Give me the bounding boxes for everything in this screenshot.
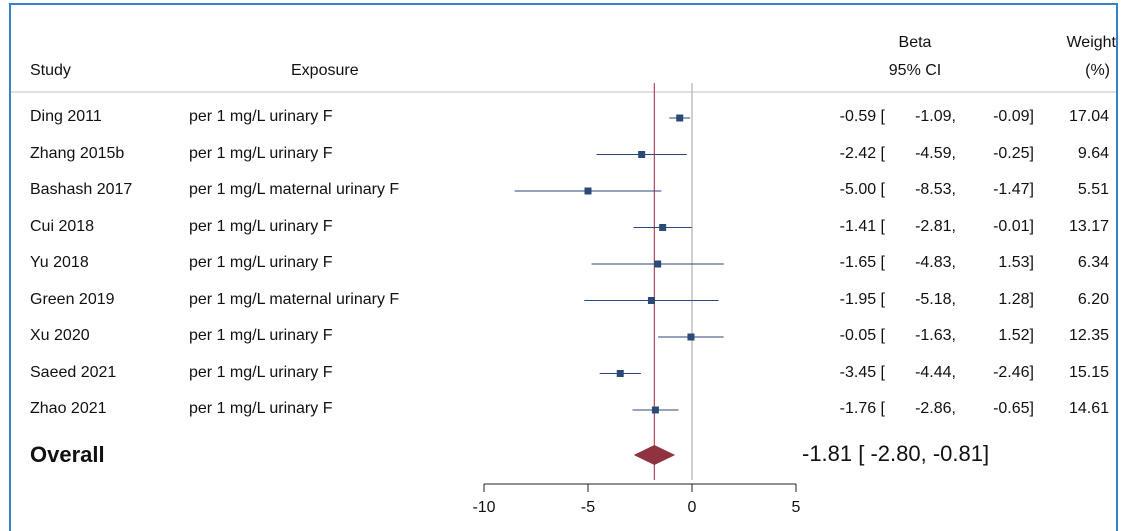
ci-upper: -0.09] [993,108,1034,125]
exposure-label: per 1 mg/L urinary F [189,254,333,271]
study-name: Zhang 2015b [30,144,125,162]
weight-value: 9.64 [1077,144,1109,162]
weight-value: 15.15 [1068,363,1109,381]
point-estimate-marker [676,114,684,122]
study-name: Zhao 2021 [30,400,107,417]
point-estimate-marker [616,370,624,377]
exposure-label: per 1 mg/L urinary F [189,363,333,381]
weight-value: 17.04 [1068,108,1109,125]
ci-upper: 1.53] [998,254,1034,271]
header-ci: 95% CI [888,62,942,79]
weight-value: 6.20 [1077,290,1109,308]
beta-value: -1.76 [ [839,400,885,417]
study-name: Saeed 2021 [30,363,117,381]
ci-lower: -8.53, [915,181,956,198]
exposure-label: per 1 mg/L urinary F [189,108,333,125]
weight-value: 6.34 [1077,254,1109,271]
beta-value: -2.42 [ [839,144,885,162]
point-estimate-marker [654,260,662,268]
ci-upper: -0.25] [993,144,1034,162]
exposure-label: per 1 mg/L maternal urinary F [189,181,400,198]
beta-value: -1.41 [ [839,217,885,235]
point-estimate-marker [647,297,655,304]
ci-upper: 1.28] [998,290,1034,308]
overall-label: Overall [30,442,105,467]
header-weight-unit: (%) [1085,62,1110,79]
study-name: Yu 2018 [30,254,89,271]
exposure-label: per 1 mg/L urinary F [189,144,333,162]
weight-value: 5.51 [1077,181,1109,198]
ci-lower: -2.86, [915,400,956,417]
study-name: Xu 2020 [30,327,90,344]
ci-lower: -2.81, [915,217,956,235]
ci-upper: -2.46] [993,363,1034,381]
point-estimate-marker [584,187,592,195]
header-exposure: Exposure [291,62,359,79]
header-weight: Weight [1066,34,1116,51]
study-name: Bashash 2017 [30,181,133,198]
ci-upper: -1.47] [993,181,1034,198]
point-estimate-marker [659,224,667,231]
exposure-label: per 1 mg/L urinary F [189,327,333,344]
beta-value: -5.00 [ [839,181,885,198]
ci-upper: -0.65] [993,400,1034,417]
ci-lower: -4.44, [915,363,956,381]
overall-diamond [633,445,676,465]
weight-value: 12.35 [1068,327,1109,344]
header-beta: Beta [898,34,932,51]
overall-ci-text: -1.81 [ -2.80, -0.81] [802,441,990,466]
beta-value: -3.45 [ [839,363,885,381]
study-name: Green 2019 [30,290,115,308]
ci-lower: -5.18, [915,290,956,308]
point-estimate-marker [687,333,695,341]
chart-frame [9,3,1118,531]
beta-value: -1.65 [ [839,254,885,271]
ci-lower: -1.09, [915,108,956,125]
exposure-label: per 1 mg/L urinary F [189,217,333,235]
study-name: Ding 2011 [30,108,102,125]
weight-value: 14.61 [1068,400,1109,417]
ci-lower: -4.59, [915,144,956,162]
point-estimate-marker [651,406,659,414]
x-tick-label: 0 [688,499,697,516]
x-tick-label: -5 [581,499,595,516]
exposure-label: per 1 mg/L maternal urinary F [189,290,400,308]
weight-value: 13.17 [1068,217,1109,235]
point-estimate-marker [638,151,646,158]
ci-lower: -1.63, [915,327,956,344]
x-tick-label: 5 [792,499,801,516]
ci-upper: -0.01] [993,217,1034,235]
header-study: Study [30,62,71,79]
beta-value: -0.59 [ [839,108,885,125]
exposure-label: per 1 mg/L urinary F [189,400,333,417]
x-tick-label: -10 [472,499,495,516]
beta-value: -0.05 [ [839,327,885,344]
ci-lower: -4.83, [915,254,956,271]
ci-upper: 1.52] [998,327,1034,344]
beta-value: -1.95 [ [839,290,885,308]
study-name: Cui 2018 [30,217,95,235]
